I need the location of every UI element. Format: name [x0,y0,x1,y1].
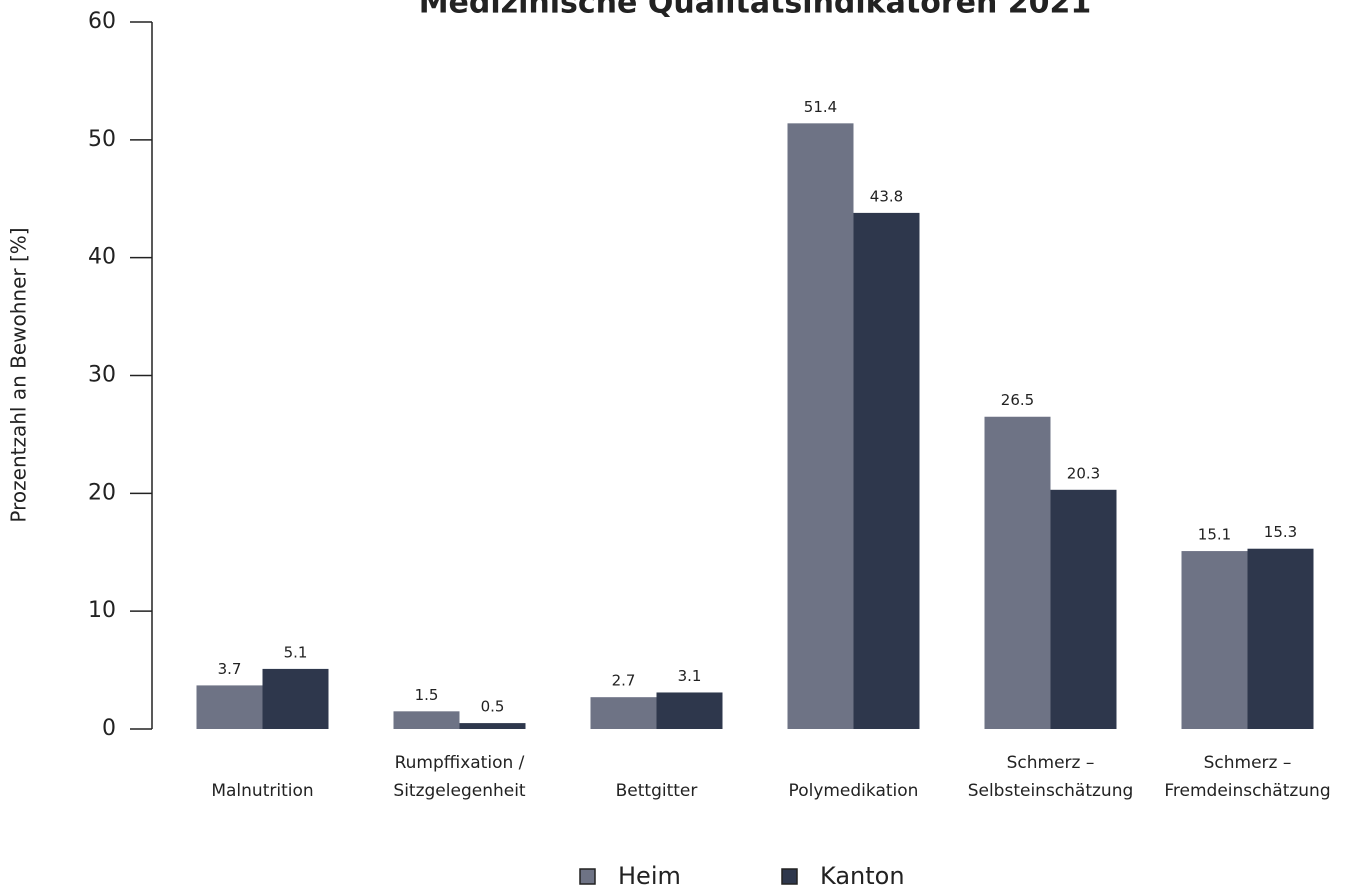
x-tick-label: Bettgitter [616,781,698,801]
value-label: 15.3 [1264,523,1297,541]
x-tick-label: Schmerz – [1007,753,1095,773]
value-label: 15.1 [1198,526,1231,544]
value-label: 43.8 [870,187,903,205]
x-tick-label: Selbsteinschätzung [968,781,1134,801]
x-tick-label: Rumpffixation / [395,753,525,773]
value-label: 1.5 [415,686,439,704]
value-label: 3.1 [678,667,702,685]
bar [1247,548,1314,729]
legend-swatch [579,868,596,885]
value-label: 3.7 [218,660,242,678]
legend-label: Kanton [820,862,905,887]
y-tick-label: 0 [102,716,116,741]
bar [459,723,526,729]
y-tick-label: 60 [88,9,116,34]
value-label: 51.4 [804,98,837,116]
chart-title: Medizinische Qualitätsindikatoren 2021 [419,0,1092,21]
bar [1181,551,1248,729]
y-axis-label: Prozentzahl an Bewohner [%] [7,227,31,522]
value-label: 5.1 [284,643,308,661]
bar [656,692,723,729]
value-label: 0.5 [481,698,505,716]
y-tick-label: 20 [88,480,116,505]
legend-swatch [781,868,798,885]
y-tick-label: 40 [88,245,116,270]
x-tick-label: Malnutrition [211,781,313,801]
y-tick-label: 50 [88,127,116,152]
x-tick-label: Fremdeinschätzung [1164,781,1330,801]
bar [984,416,1051,729]
x-tick-label: Schmerz – [1204,753,1292,773]
y-tick-label: 10 [88,598,116,623]
x-tick-label: Sitzgelegenheit [393,781,526,801]
y-tick-label: 30 [88,363,116,388]
bar [787,123,854,729]
x-tick-label: Polymedikation [789,781,919,801]
value-label: 26.5 [1001,391,1034,409]
bar [1050,489,1117,729]
bar [196,685,263,729]
bar [590,697,657,729]
bar [393,711,460,729]
legend-label: Heim [618,862,681,887]
bar [262,668,329,729]
value-label: 2.7 [612,672,636,690]
value-label: 20.3 [1067,464,1100,482]
bar [853,212,920,729]
